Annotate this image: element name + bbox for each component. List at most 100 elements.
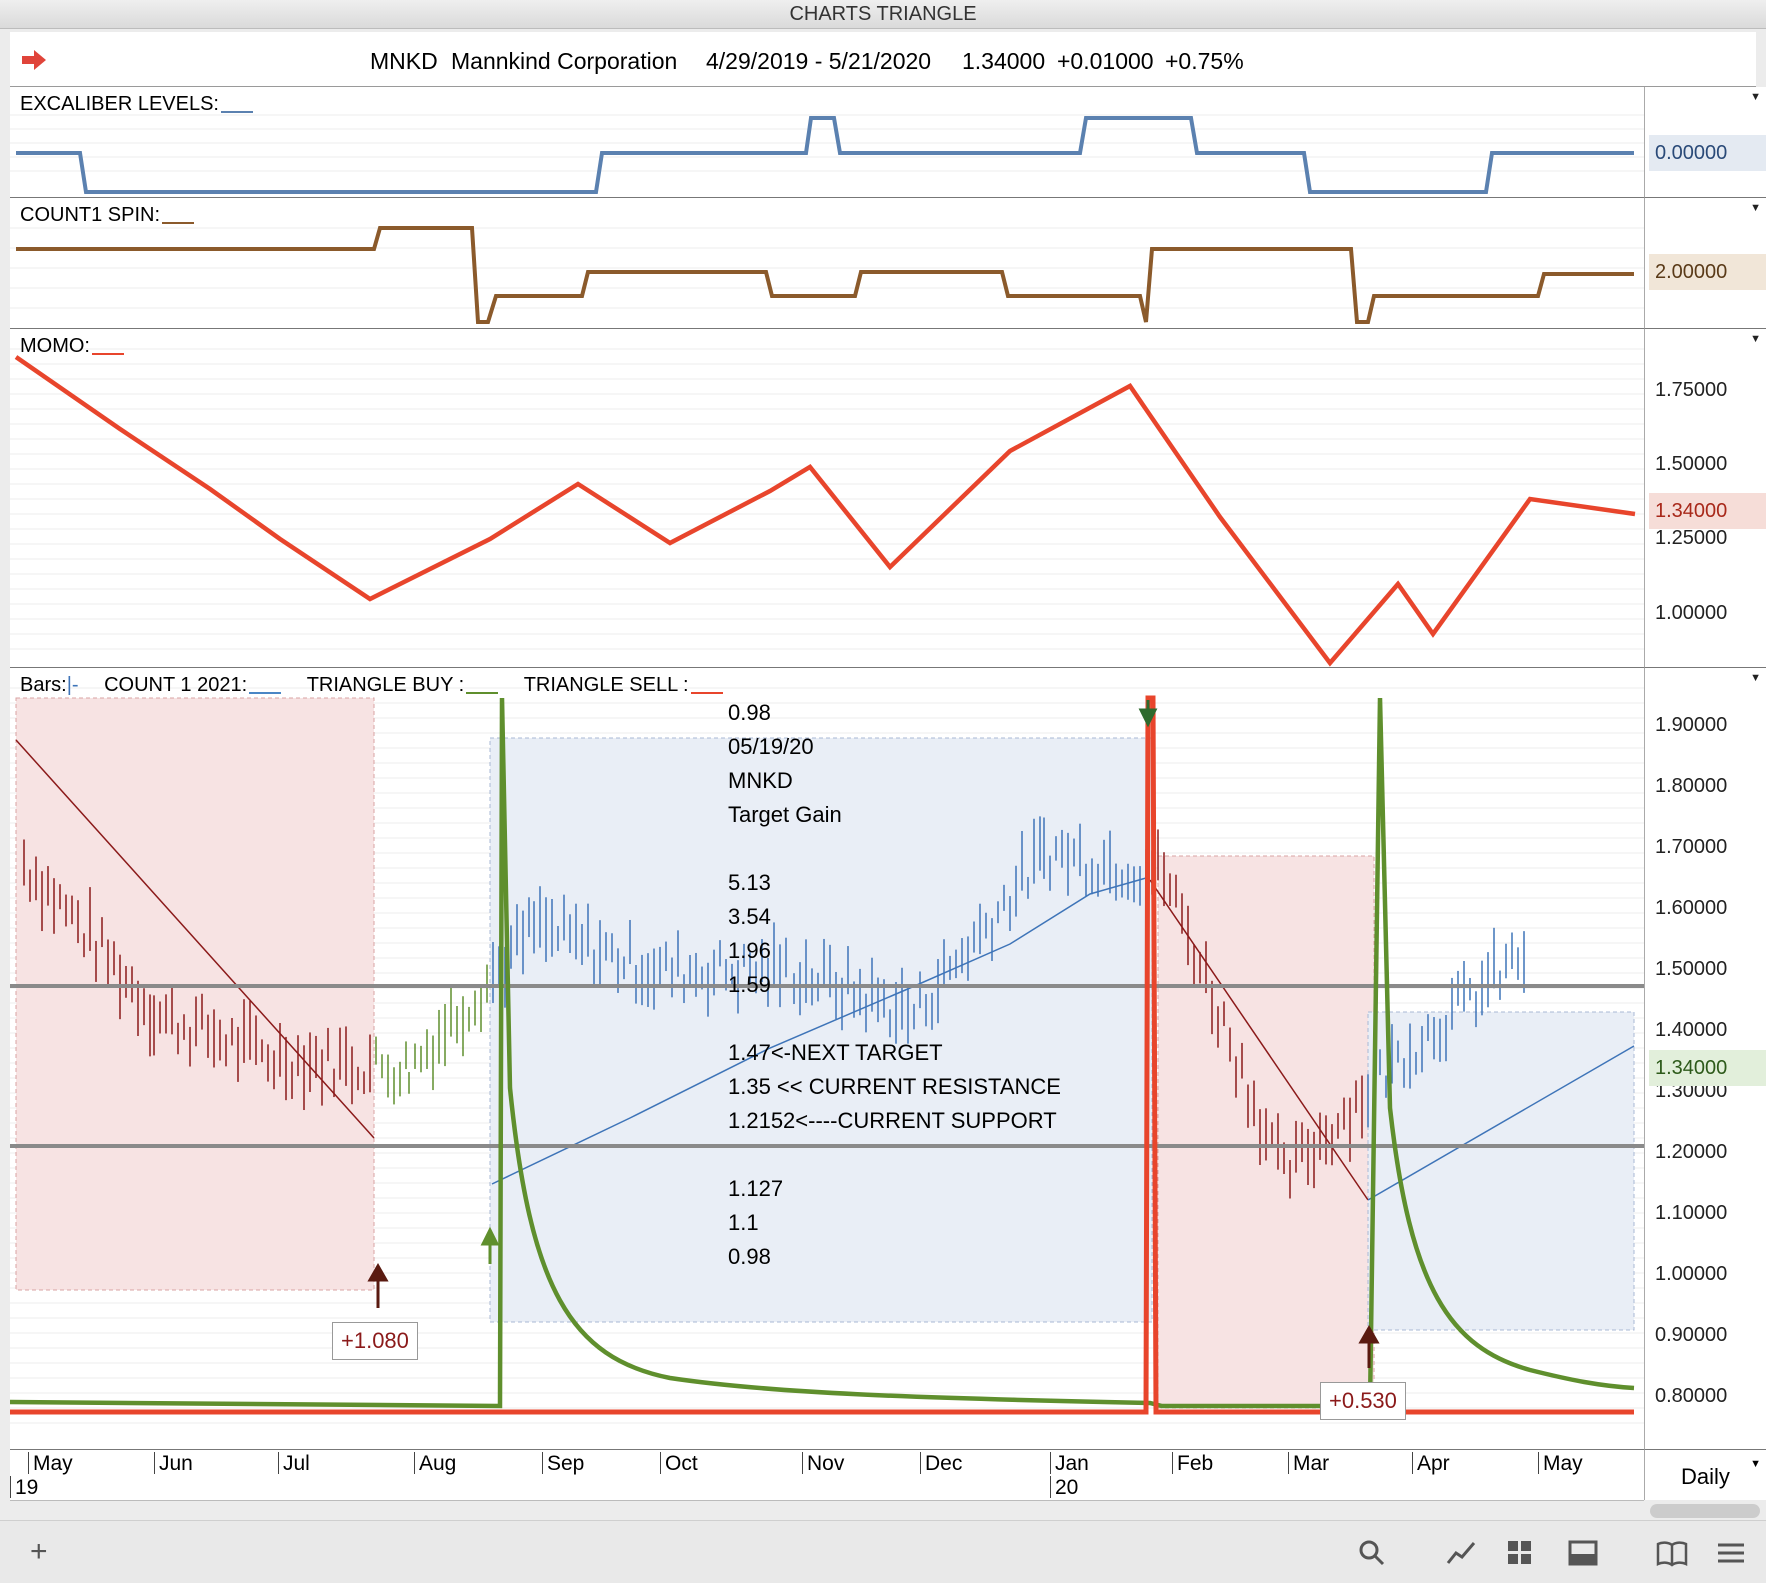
chevron-down-icon[interactable]: ▼ [1750, 672, 1761, 684]
horizontal-scrollbar[interactable] [1650, 1504, 1760, 1518]
arrow-right-icon[interactable] [20, 48, 48, 72]
momo-value-tag: 1.34000 [1649, 493, 1766, 529]
quote-header: MNKD Mannkind Corporation 4/29/2019 - 5/… [10, 32, 1756, 87]
month-label: Jan [1050, 1452, 1089, 1475]
month-label: May [1538, 1452, 1583, 1475]
price-tick: 0.90000 [1655, 1324, 1728, 1346]
momo-line [14, 355, 1636, 667]
price-tick: 1.00000 [1655, 1263, 1728, 1285]
search-icon[interactable] [1358, 1539, 1386, 1567]
annotation: 5.13 [728, 870, 771, 895]
year-label: 20 [1050, 1476, 1078, 1499]
chevron-down-icon[interactable]: ▼ [1750, 202, 1761, 214]
month-label: Oct [660, 1452, 698, 1475]
month-label: Jul [278, 1452, 310, 1475]
price-pane: Bars:|- COUNT 1 2021: TRIANGLE BUY : TRI… [10, 668, 1644, 1450]
momo-tick: 1.50000 [1655, 453, 1728, 475]
price-tick: 1.90000 [1655, 714, 1728, 736]
month-label: Aug [414, 1452, 456, 1475]
price-tick: 1.40000 [1655, 1019, 1728, 1041]
annotation: 05/19/20 [728, 734, 814, 759]
excaliber-axis: ▼ 0.00000 [1644, 87, 1766, 198]
month-label: Apr [1412, 1452, 1450, 1475]
momo-tick: 1.25000 [1655, 527, 1728, 549]
buy-zone [1367, 1011, 1635, 1331]
month-label: Sep [542, 1452, 584, 1475]
momo-pane: MOMO: [10, 329, 1644, 668]
count1-label: COUNT1 SPIN: [20, 204, 195, 227]
window-title: CHARTS TRIANGLE [0, 0, 1766, 29]
return-badge: +1.080 [332, 1322, 418, 1360]
count1-axis: ▼ 2.00000 [1644, 198, 1766, 329]
excaliber-value-tag: 0.00000 [1649, 135, 1766, 171]
annotation: Target Gain [728, 802, 842, 827]
annotation: 1.127 [728, 1176, 784, 1201]
annotation: 1.47<-NEXT TARGET [728, 1040, 943, 1065]
count1-value-tag: 2.00000 [1649, 254, 1766, 290]
price-tick: 1.20000 [1655, 1141, 1728, 1163]
price-value-tag: 1.34000 [1649, 1050, 1766, 1086]
month-label: Feb [1172, 1452, 1213, 1475]
price-tick: 1.10000 [1655, 1202, 1728, 1224]
chevron-down-icon[interactable]: ▼ [1750, 91, 1761, 103]
quote-symbol: MNKD [370, 48, 438, 74]
count1-pane: COUNT1 SPIN: [10, 198, 1644, 329]
month-label: Jun [154, 1452, 193, 1475]
panel-icon[interactable] [1568, 1539, 1598, 1567]
annotation: 1.2152<----CURRENT SUPPORT [728, 1108, 1057, 1133]
month-label: Dec [920, 1452, 962, 1475]
price-legend: Bars:|- COUNT 1 2021: TRIANGLE BUY : TRI… [20, 674, 723, 697]
bottom-toolbar: + [0, 1520, 1766, 1583]
price-tick: 1.60000 [1655, 897, 1728, 919]
quote-change: +0.01000 [1057, 48, 1154, 74]
excaliber-label: EXCALIBER LEVELS: [20, 93, 253, 116]
annotation: 3.54 [728, 904, 771, 929]
momo-tick: 1.75000 [1655, 379, 1728, 401]
month-label: May [28, 1452, 73, 1475]
triangle-buy-line [10, 697, 1635, 1409]
chevron-down-icon[interactable]: ▼ [1750, 333, 1761, 345]
add-icon[interactable]: + [30, 1535, 48, 1568]
annotation: MNKD [728, 768, 793, 793]
period-selector[interactable]: Daily ▼ [1644, 1450, 1766, 1500]
month-label: Nov [802, 1452, 844, 1475]
count1-trendline [15, 739, 375, 1139]
year-label: 19 [10, 1476, 38, 1499]
quote-change-pct: +0.75% [1165, 48, 1244, 74]
quote-company: Mannkind Corporation [451, 48, 678, 74]
period-label: Daily [1681, 1464, 1730, 1489]
buy-arrow-icon [1358, 1324, 1380, 1368]
annotation: 0.98 [728, 700, 771, 725]
momo-label: MOMO: [20, 335, 124, 358]
annotation: 1.59 [728, 972, 771, 997]
price-tick: 0.80000 [1655, 1385, 1728, 1407]
price-tick: 1.50000 [1655, 958, 1728, 980]
sell-arrow-icon [1138, 700, 1158, 728]
price-axis: ▼ 1.90000 1.80000 1.70000 1.60000 1.5000… [1644, 668, 1766, 1450]
price-tick: 1.70000 [1655, 836, 1728, 858]
month-label: Mar [1288, 1452, 1329, 1475]
annotation: 1.35 << CURRENT RESISTANCE [728, 1074, 1061, 1099]
buy-arrow-icon [480, 1226, 500, 1264]
sell-zone [15, 697, 375, 1291]
momo-axis: ▼ 1.75000 1.50000 1.25000 1.00000 1.3400… [1644, 329, 1766, 668]
count1-trendline [1367, 1045, 1635, 1201]
excaliber-line [16, 116, 1634, 194]
time-axis: May Jun Jul Aug Sep Oct Nov Dec Jan Feb … [10, 1450, 1644, 1501]
excaliber-pane: EXCALIBER LEVELS: [10, 87, 1644, 198]
quote-last: 1.34000 [962, 48, 1046, 74]
annotation: 1.96 [728, 938, 771, 963]
chart-line-icon[interactable] [1446, 1539, 1476, 1567]
buy-arrow-icon [367, 1262, 389, 1308]
quote-range: 4/29/2019 - 5/21/2020 [706, 48, 932, 74]
annotation: 1.1 [728, 1210, 759, 1235]
price-tick: 1.80000 [1655, 775, 1728, 797]
annotation: 0.98 [728, 1244, 771, 1269]
grid-icon[interactable] [1506, 1539, 1534, 1567]
momo-tick: 1.00000 [1655, 602, 1728, 624]
book-icon[interactable] [1656, 1539, 1688, 1567]
return-badge: +0.530 [1320, 1382, 1406, 1420]
chevron-down-icon: ▼ [1750, 1458, 1761, 1470]
triangle-sell-line [10, 695, 1634, 1415]
menu-icon[interactable] [1716, 1541, 1746, 1565]
